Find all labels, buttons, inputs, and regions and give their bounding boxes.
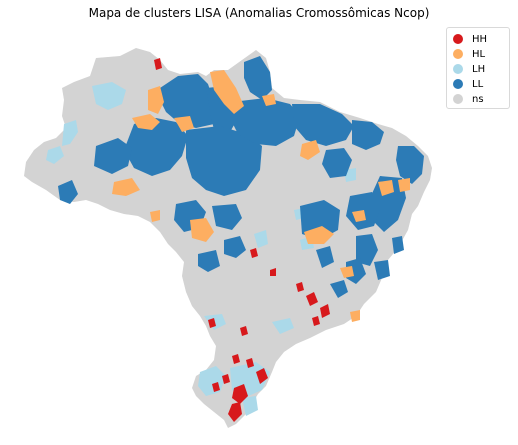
legend-item-hl: HL [453, 47, 485, 61]
ll-swatch [453, 79, 463, 89]
map-title: Mapa de clusters LISA (Anomalias Cromoss… [88, 6, 430, 20]
hl-clusters [112, 70, 410, 322]
legend-item-ns: ns [453, 92, 484, 106]
ns-swatch [453, 94, 463, 104]
legend-label-hl: HL [472, 48, 486, 60]
hh-swatch [453, 34, 463, 44]
hl-swatch [453, 49, 463, 59]
legend-label-ll: LL [472, 78, 484, 90]
legend-label-lh: LH [472, 63, 486, 75]
legend-item-ll: LL [453, 77, 483, 91]
legend-label-hh: HH [472, 33, 488, 45]
legend-item-hh: HH [453, 32, 487, 46]
legend-item-lh: LH [453, 62, 485, 76]
hh-clusters [154, 58, 330, 422]
legend-label-ns: ns [472, 93, 484, 105]
lh-swatch [453, 64, 463, 74]
map-legend: HH HL LH LL ns [446, 27, 510, 109]
